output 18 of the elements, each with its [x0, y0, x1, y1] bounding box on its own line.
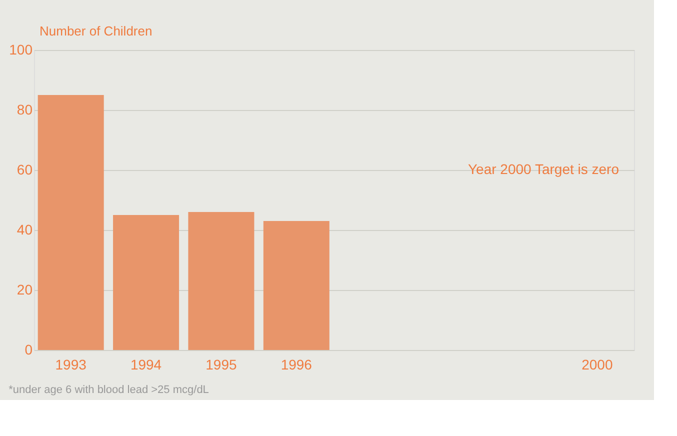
y-tick-label: 60 [16, 162, 33, 178]
y-tick-label: 80 [16, 102, 33, 118]
x-tick-label: 1996 [280, 356, 312, 372]
text: *under age 6 with blood lead >25 mcg/dL [8, 384, 209, 396]
x-tick-label: 1994 [130, 356, 162, 372]
y-axis-title: Number of Children [40, 24, 152, 38]
bar [113, 215, 180, 350]
x-tick-label: 1995 [206, 356, 237, 372]
x-tick-label: 2000 [582, 356, 613, 372]
y-tick-label: 0 [24, 342, 33, 358]
bar [38, 95, 104, 350]
y-tick-label: 100 [9, 42, 33, 58]
y-tick-label: 20 [16, 282, 33, 298]
x-tick-label: 1993 [55, 356, 87, 372]
bar [188, 212, 254, 350]
annotation: Year 2000 Target is zero [468, 161, 620, 177]
bar [263, 221, 330, 350]
y-tick-label: 40 [16, 222, 33, 238]
